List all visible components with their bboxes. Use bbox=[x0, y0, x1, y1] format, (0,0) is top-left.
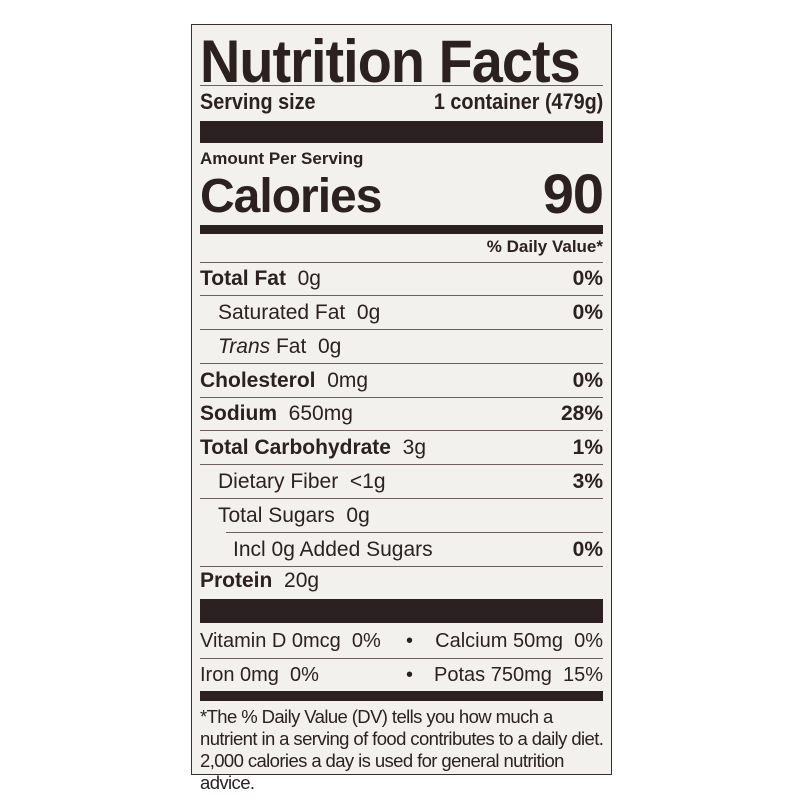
medium-divider bbox=[200, 691, 603, 701]
nutrient-amount: 0g bbox=[356, 301, 381, 324]
divider bbox=[200, 85, 603, 86]
vitamin-row: Iron 0mg 0% • Potas 750mg 15% bbox=[200, 662, 603, 688]
nutrient-row-trans-fat: Trans Fat 0g bbox=[200, 334, 603, 360]
nutrient-dv: 0% bbox=[572, 369, 603, 392]
nutrient-row-saturated-fat: Saturated Fat 0g 0% bbox=[200, 300, 603, 326]
calories-value: 90 bbox=[542, 162, 604, 225]
nutrient-row-sodium: Sodium 650mg 28% bbox=[200, 401, 603, 427]
nutrient-name: Trans bbox=[218, 335, 271, 358]
vitamin-row: Vitamin D 0mcg 0% • Calcium 50mg 0% bbox=[200, 628, 603, 654]
nutrient-amount: 650mg bbox=[288, 402, 353, 425]
nutrient-amount: 0g bbox=[317, 335, 342, 358]
amount-per-serving: Amount Per Serving bbox=[200, 149, 364, 168]
vitamin-right: Potas 750mg 15% bbox=[434, 664, 603, 686]
nutrient-row-protein: Protein 20g bbox=[200, 568, 603, 594]
nutrient-amount: <1g bbox=[349, 470, 386, 493]
medium-divider bbox=[200, 225, 603, 234]
nutrient-name: Total Fat bbox=[200, 267, 286, 290]
label-title: Nutrition Facts bbox=[200, 28, 581, 95]
nutrient-row-total-carbohydrate: Total Carbohydrate 3g 1% bbox=[200, 435, 603, 461]
nutrient-amount: 0g bbox=[297, 267, 321, 290]
nutrient-row-total-sugars: Total Sugars 0g bbox=[200, 503, 603, 529]
daily-value-header: % Daily Value* bbox=[486, 237, 603, 256]
vitamin-left: Vitamin D 0mcg 0% bbox=[200, 630, 381, 652]
serving-size-row: Serving size 1 container (479g) bbox=[200, 89, 603, 115]
footnote: *The % Daily Value (DV) tells you how mu… bbox=[200, 706, 604, 793]
nutrient-dv: 28% bbox=[560, 402, 603, 425]
nutrient-name: Cholesterol bbox=[200, 369, 316, 392]
nutrient-name: Dietary Fiber bbox=[218, 470, 339, 493]
nutrient-amount: 0mg bbox=[327, 369, 369, 392]
nutrient-amount: 3g bbox=[402, 436, 426, 459]
nutrient-amount: 20g bbox=[284, 569, 320, 592]
nutrition-facts-label: Nutrition Facts Serving size 1 container… bbox=[191, 24, 612, 793]
nutrient-name: Sodium bbox=[200, 402, 277, 425]
nutrient-name-suffix: Fat bbox=[270, 335, 307, 358]
nutrient-row-added-sugars: Incl 0g Added Sugars 0% bbox=[200, 537, 603, 563]
bullet: • bbox=[406, 630, 414, 652]
nutrient-dv: 0% bbox=[572, 301, 603, 324]
nutrient-dv: 0% bbox=[572, 538, 603, 561]
nutrient-row-dietary-fiber: Dietary Fiber <1g 3% bbox=[200, 469, 603, 495]
nutrient-name: Total Carbohydrate bbox=[200, 436, 391, 459]
vitamin-left: Iron 0mg 0% bbox=[200, 664, 319, 686]
calories-label: Calories bbox=[200, 170, 382, 223]
nutrient-dv: 3% bbox=[572, 470, 603, 493]
nutrient-name: Saturated Fat bbox=[218, 301, 346, 324]
nutrient-name: Incl 0g Added Sugars bbox=[233, 538, 433, 561]
nutrient-row-cholesterol: Cholesterol 0mg 0% bbox=[200, 368, 603, 394]
vitamin-right: Calcium 50mg 0% bbox=[435, 630, 603, 652]
thick-divider bbox=[200, 599, 603, 623]
nutrient-name: Protein bbox=[200, 569, 273, 592]
serving-size-value: 1 container (479g) bbox=[433, 89, 603, 114]
nutrient-dv: 1% bbox=[572, 436, 603, 459]
nutrient-amount: 0g bbox=[346, 504, 370, 527]
thick-divider bbox=[200, 121, 603, 143]
nutrient-row-total-fat: Total Fat 0g 0% bbox=[200, 266, 603, 292]
serving-size-label: Serving size bbox=[200, 89, 316, 114]
bullet: • bbox=[406, 664, 414, 686]
nutrient-dv: 0% bbox=[572, 267, 603, 290]
nutrient-name: Total Sugars bbox=[218, 504, 335, 527]
